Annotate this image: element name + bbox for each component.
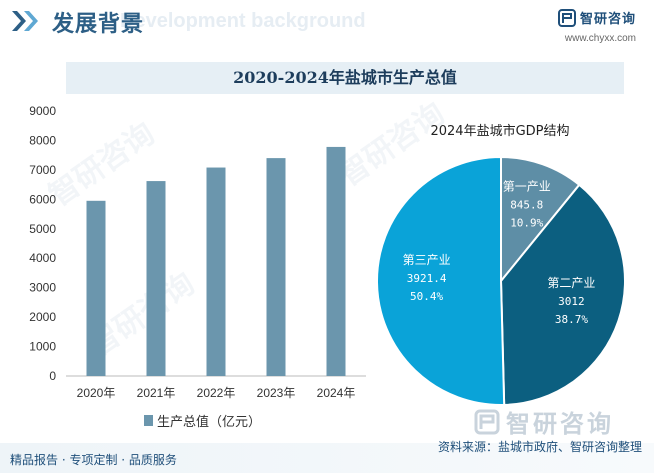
legend-label: 生产总值（亿元） <box>157 415 262 430</box>
x-tick-label: 2023年 <box>257 386 296 400</box>
pie-slice-percent: 10.9% <box>510 217 543 230</box>
bar <box>206 167 226 376</box>
pie-slice-name: 第三产业 <box>403 253 451 267</box>
bar <box>146 181 166 376</box>
pie-title: 2024年盐城市GDP结构 <box>430 124 570 139</box>
footer-slogan: 精品报告 · 专项定制 · 品质服务 <box>10 453 177 467</box>
brand-logo: 智研咨询 <box>557 8 636 27</box>
y-tick-label: 9000 <box>29 104 56 118</box>
pie-slice-value: 3921.4 <box>407 272 447 285</box>
y-tick-label: 2000 <box>29 310 56 324</box>
bottom-logo-text: 智研咨询 <box>506 410 614 438</box>
y-tick-label: 6000 <box>29 192 56 206</box>
y-tick-label: 3000 <box>29 281 56 295</box>
y-tick-label: 5000 <box>29 222 56 236</box>
y-tick-label: 1000 <box>29 340 56 354</box>
header: Development background 发展背景 智研咨询 www.chy… <box>0 0 654 50</box>
pie-slice-value: 845.8 <box>510 199 543 212</box>
pie-slice-name: 第一产业 <box>503 180 551 194</box>
pie-slice <box>376 155 506 406</box>
header-ghost-text: Development background <box>120 10 366 32</box>
pie-slice-name: 第二产业 <box>547 276 595 290</box>
y-tick-label: 7000 <box>29 163 56 177</box>
brand-name: 智研咨询 <box>579 12 636 27</box>
chart-title-bar <box>66 62 624 94</box>
y-tick-label: 4000 <box>29 251 56 265</box>
x-tick-label: 2024年 <box>317 386 356 400</box>
bottom-logo-icon <box>474 409 500 434</box>
bar <box>326 146 346 376</box>
legend-swatch <box>144 415 153 426</box>
footer-source: 资料来源：盐城市政府、智研咨询整理 <box>437 440 642 454</box>
brand-url: www.chyxx.com <box>564 33 636 44</box>
pie-slice <box>500 155 581 284</box>
x-tick-label: 2020年 <box>77 386 116 400</box>
page-title: 发展背景 <box>52 12 145 37</box>
pie-slice-percent: 38.7% <box>555 313 588 326</box>
footer <box>0 443 654 473</box>
chart-title: 2020-2024年盐城市生产总值 <box>233 68 457 87</box>
y-tick-label: 8000 <box>29 133 56 147</box>
x-tick-label: 2021年 <box>137 386 176 400</box>
x-tick-label: 2022年 <box>197 386 236 400</box>
bar-legend: 生产总值（亿元） <box>144 411 261 430</box>
pie-slice-value: 3012 <box>558 295 585 308</box>
y-tick-label: 0 <box>49 369 56 383</box>
bottom-logo: 智研咨询 <box>474 404 614 439</box>
bar <box>266 158 286 376</box>
bar <box>86 200 106 376</box>
chevron-right-icon <box>12 11 38 31</box>
pie-slice <box>499 183 626 406</box>
pie-slice-percent: 50.4% <box>410 290 443 303</box>
brand-logo-icon <box>557 8 576 27</box>
